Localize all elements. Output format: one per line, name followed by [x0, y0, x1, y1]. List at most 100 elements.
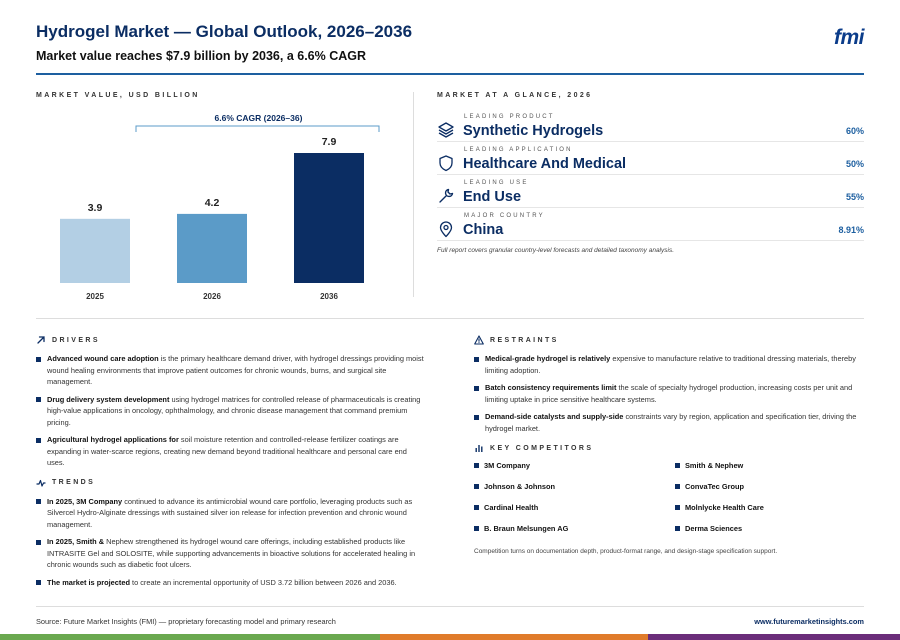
- restraints-heading: RESTRAINTS: [474, 334, 864, 346]
- glance-value: Healthcare And Medical: [463, 156, 627, 172]
- item-bold-text: Demand-side catalysts and supply-side: [485, 412, 624, 421]
- item-bold-text: Batch consistency requirements limit: [485, 383, 617, 392]
- glance-label: LEADING PRODUCT: [464, 114, 555, 120]
- competitors-note: Competition turns on documentation depth…: [474, 548, 778, 555]
- glance-percent: 55%: [845, 192, 864, 202]
- glance-value: End Use: [463, 189, 522, 205]
- item-bold-text: Medical-grade hydrogel is relatively: [485, 354, 611, 363]
- glance-note: Full report covers granular country-leve…: [437, 247, 675, 254]
- item-text: constraints vary by region, application …: [485, 412, 857, 433]
- list-item: Demand-side catalysts and supply-side co…: [474, 411, 864, 434]
- footer-url-link[interactable]: www.futuremarketinsights.com: [754, 617, 864, 626]
- vertical-divider: [413, 92, 414, 297]
- glance-item-application: LEADING APPLICATION Healthcare And Medic…: [437, 142, 864, 175]
- competitor-item: Johnson & Johnson: [474, 481, 675, 502]
- drivers-heading: DRIVERS: [36, 334, 426, 346]
- glance-item-country: MAJOR COUNTRY China 8.91%: [437, 208, 864, 241]
- restraints-competitors-column: RESTRAINTS Medical-grade hydrogel is rel…: [474, 334, 864, 555]
- section-divider: [36, 318, 864, 319]
- item-text: soil moisture retention and controlled-r…: [47, 435, 407, 467]
- warning-icon: [474, 335, 484, 345]
- glance-label: MAJOR COUNTRY: [464, 213, 545, 219]
- competitor-item: Molnlycke Health Care: [675, 502, 864, 523]
- bar-chart-icon: [475, 445, 483, 452]
- color-bar-orange: [380, 634, 648, 640]
- chart-section-label: MARKET VALUE, USD BILLION: [36, 92, 200, 99]
- item-bold-text: Advanced wound care adoption: [47, 354, 159, 363]
- x-tick-label: 2036: [320, 292, 338, 301]
- x-tick-label: 2026: [203, 292, 221, 301]
- color-bar-green: [0, 634, 380, 640]
- item-text: is the primary healthcare demand driver,…: [47, 354, 424, 386]
- data-label: 7.9: [322, 136, 337, 148]
- item-bold-text: In 2025, Smith &: [47, 537, 105, 546]
- bar-2026: [177, 213, 247, 283]
- layers-icon: [438, 122, 454, 138]
- glance-item-product: LEADING PRODUCT Synthetic Hydrogels 60%: [437, 109, 864, 142]
- item-text: Nephew strengthened its hydrogel wound c…: [47, 537, 416, 569]
- glance-item-use: LEADING USE End Use 55%: [437, 175, 864, 208]
- item-bold-text: Agricultural hydrogel applications for: [47, 435, 179, 444]
- cagr-annotation: 6.6% CAGR (2026–36): [215, 113, 303, 123]
- glance-label: LEADING USE: [464, 180, 529, 186]
- item-text: expensive to manufacture relative to tra…: [485, 354, 856, 375]
- list-item: Advanced wound care adoption is the prim…: [36, 353, 426, 388]
- restraints-label: RESTRAINTS: [490, 336, 559, 344]
- glance-value: China: [463, 222, 504, 238]
- shield-icon: [439, 155, 453, 172]
- footer-color-bar: [0, 634, 900, 640]
- arrow-up-right-icon: [37, 336, 45, 344]
- competitors-heading: KEY COMPETITORS: [474, 442, 864, 454]
- bar-2025: [60, 218, 130, 283]
- market-value-chart: 3.9 2025 4.2 2026 7.9 2036 6.6% CAGR (2026–36): [60, 113, 380, 301]
- color-bar-purple: [648, 634, 900, 640]
- item-text: to create an incremental opportunity of …: [129, 577, 397, 587]
- cagr-bracket: [135, 125, 380, 132]
- trends-list: In 2025, 3M Company continued to advance…: [36, 496, 426, 589]
- list-item: Batch consistency requirements limit the…: [474, 382, 864, 405]
- location-pin-icon: [439, 221, 453, 238]
- competitor-item: B. Braun Melsungen AG: [474, 523, 675, 544]
- trend-line-icon: [36, 479, 46, 487]
- competitors-grid: 3M Company Smith & Nephew Johnson & John…: [474, 460, 864, 544]
- drivers-list: Advanced wound care adoption is the prim…: [36, 353, 426, 469]
- competitor-item: Smith & Nephew: [675, 460, 864, 481]
- competitor-item: ConvaTec Group: [675, 481, 864, 502]
- data-label: 4.2: [205, 197, 220, 209]
- competitor-item: Derma Sciences: [675, 523, 864, 544]
- page-subtitle: Market value reaches $7.9 billion by 203…: [36, 49, 367, 63]
- list-item: The market is projected to create an inc…: [36, 577, 426, 589]
- item-bold-text: In 2025, 3M Company: [47, 496, 123, 506]
- competitor-item: 3M Company: [474, 460, 675, 481]
- list-item: Drug delivery system development using h…: [36, 394, 426, 429]
- item-text: the scale of specialty hydrogel producti…: [485, 383, 853, 404]
- header-divider: [36, 73, 864, 75]
- trends-label: TRENDS: [52, 479, 96, 486]
- item-text: using hydrogel matrices for controlled r…: [47, 394, 421, 427]
- header: Hydrogel Market — Global Outlook, 2026–2…: [36, 22, 865, 63]
- item-bold-text: Drug delivery system development: [47, 394, 170, 404]
- competitors-label: KEY COMPETITORS: [490, 444, 594, 452]
- bar-2036: [294, 153, 364, 283]
- glance-section-label: MARKET AT A GLANCE, 2026: [437, 92, 593, 99]
- list-item: Agricultural hydrogel applications for s…: [36, 434, 426, 469]
- drivers-label: DRIVERS: [52, 336, 100, 344]
- glance-percent: 60%: [845, 126, 864, 136]
- trends-heading: TRENDS: [36, 477, 426, 489]
- list-item: Medical-grade hydrogel is relatively exp…: [474, 353, 864, 376]
- fmi-logo[interactable]: fmi: [834, 26, 865, 49]
- competitor-item: Cardinal Health: [474, 502, 675, 523]
- glance-percent: 50%: [845, 159, 864, 169]
- glance-label: LEADING APPLICATION: [464, 147, 573, 153]
- footer-divider: [36, 606, 864, 607]
- list-item: In 2025, Smith & Nephew strengthened its…: [36, 536, 426, 571]
- glance-value: Synthetic Hydrogels: [463, 123, 604, 139]
- drivers-trends-column: DRIVERS Advanced wound care adoption is …: [36, 334, 426, 594]
- market-value-chart-panel: MARKET VALUE, USD BILLION 3.9 2025 4.2 2026…: [36, 92, 406, 307]
- list-item: In 2025, 3M Company continued to advance…: [36, 496, 426, 531]
- footer-source: Source: Future Market Insights (FMI) — p…: [36, 617, 336, 626]
- item-text: continued to advance its antimicrobial w…: [47, 496, 413, 529]
- restraints-list: Medical-grade hydrogel is relatively exp…: [474, 353, 864, 434]
- data-label: 3.9: [88, 202, 103, 214]
- market-at-a-glance: MARKET AT A GLANCE, 2026 LEADING PRODUCT…: [437, 92, 864, 254]
